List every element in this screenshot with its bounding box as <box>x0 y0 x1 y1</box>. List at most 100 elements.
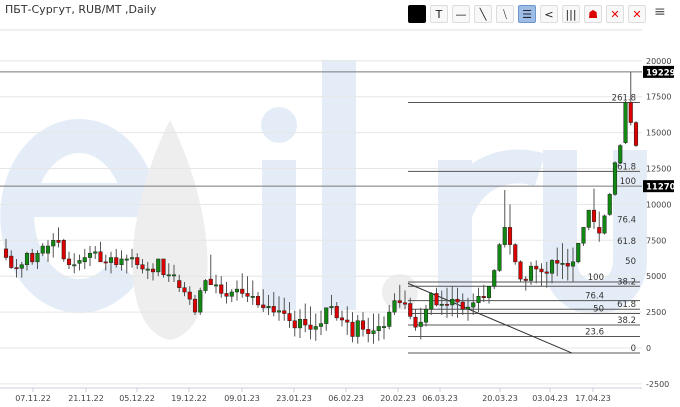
candle-up <box>313 326 318 330</box>
candle-down <box>507 227 513 245</box>
candle-up <box>476 296 481 304</box>
candle-up <box>203 280 208 291</box>
candle-up <box>77 260 82 264</box>
y-tick-label: 12500 <box>646 165 671 174</box>
candle-down <box>397 300 402 304</box>
candle-down <box>150 268 156 273</box>
candle-up <box>276 310 282 313</box>
candle-up <box>623 102 628 143</box>
candle-up <box>19 264 24 269</box>
x-tick-label: 20.02.23 <box>380 394 416 403</box>
candle-down <box>292 320 297 329</box>
candle-down <box>66 258 72 265</box>
candle-down <box>555 260 560 264</box>
candle-down <box>98 251 103 263</box>
fib-level-label: 38.2 <box>617 277 636 287</box>
candle-up <box>392 300 397 313</box>
fib-level-label: 23.6 <box>585 328 604 338</box>
candle-down <box>597 227 602 234</box>
fib-level-label: 50 <box>625 257 636 267</box>
watermark-letter-e <box>0 119 160 313</box>
watermark-drop-shape <box>132 120 208 340</box>
fib-level-label: 61.8 <box>617 237 636 247</box>
horizontal-line-tool-button[interactable]: — <box>452 5 470 23</box>
fibonacci-tool-button[interactable]: ☰ <box>518 5 536 23</box>
y-tick-label: 2500 <box>646 308 666 317</box>
candle-up <box>581 227 586 244</box>
candle-down <box>3 248 9 258</box>
fib-arcs-tool-button[interactable]: ☗ <box>584 5 602 23</box>
axes: 20000 17500 15000 12500 10000 7500 5000 2500 0 -2… <box>0 57 671 403</box>
candle-up <box>528 265 534 281</box>
x-tick-label: 07.11.22 <box>15 394 51 403</box>
x-tick-label: 20.03.23 <box>482 394 518 403</box>
y-tick-label: -2500 <box>646 380 669 389</box>
candle-down <box>513 244 518 263</box>
candle-up <box>250 296 255 298</box>
candle-up <box>602 215 607 234</box>
candle-up <box>51 240 56 247</box>
candle-down <box>303 319 308 326</box>
watermark-letter-u <box>543 150 647 315</box>
candle-up <box>465 306 471 310</box>
candle-up <box>198 290 203 313</box>
text-tool-button[interactable]: T <box>430 5 448 23</box>
candle-up <box>381 326 387 328</box>
candle-up <box>45 245 51 254</box>
candle-down <box>591 209 597 222</box>
x-tick-label: 06.02.23 <box>328 394 364 403</box>
x-tick-label: 21.11.22 <box>68 394 104 403</box>
color-swatch-button[interactable]: ■ <box>408 5 426 23</box>
levels: 19229 11270 261.8 161.8 100 76.4 61.8 50 100 38.2… <box>0 65 676 354</box>
candle-down <box>114 257 119 265</box>
x-tick-label: 09.01.23 <box>224 394 260 403</box>
candle-down <box>539 268 544 273</box>
candle-down <box>14 267 19 270</box>
candle-up <box>166 274 171 277</box>
candle-up <box>586 209 591 228</box>
fib-level-label: 76.4 <box>585 292 604 302</box>
candle-down <box>161 258 166 276</box>
candle-down <box>413 316 418 328</box>
grid <box>0 29 642 385</box>
delete-selected-tool-button[interactable]: ✕ <box>606 5 624 23</box>
x-tick-label: 06.03.23 <box>422 394 458 403</box>
candle-up <box>297 319 303 329</box>
vertical-lines-tool-button[interactable]: ||| <box>562 5 580 23</box>
candle-down <box>103 261 108 264</box>
candle-up <box>618 145 623 164</box>
watermark-letter-r <box>438 149 546 310</box>
trend-line-tool-button[interactable]: ╲ <box>474 5 492 23</box>
fib-level-label: 0 <box>631 344 636 354</box>
hamburger-menu-icon[interactable]: ≡ <box>654 4 666 20</box>
candle-up <box>145 268 150 271</box>
candle-down <box>444 303 450 306</box>
candle-up <box>87 252 93 258</box>
candle-up <box>318 323 324 327</box>
channel-tool-button[interactable]: ⧹ <box>496 5 514 23</box>
candle-up <box>129 257 135 260</box>
candle-down <box>245 293 250 297</box>
candle-up <box>40 245 45 254</box>
candle-up <box>119 258 124 265</box>
candle-up <box>108 257 114 263</box>
candle-up <box>24 252 30 265</box>
candle-down <box>628 102 633 123</box>
price-marker-badge <box>643 180 674 193</box>
y-tick-label: 7500 <box>646 236 666 245</box>
candle-down <box>308 324 313 330</box>
candle-down <box>402 302 408 305</box>
candle-up <box>371 330 376 334</box>
candle-down <box>455 298 460 303</box>
candle-down <box>434 293 439 306</box>
candle-up <box>418 321 423 327</box>
fan-tool-button[interactable]: < <box>540 5 558 23</box>
candle-down <box>350 321 355 337</box>
delete-all-tool-button[interactable]: ✕ <box>628 5 646 23</box>
candle-down <box>334 306 339 319</box>
candle-up <box>229 291 234 297</box>
candle-down <box>523 278 528 281</box>
candle-down <box>565 263 570 267</box>
y-tick-label: 17500 <box>646 93 671 102</box>
